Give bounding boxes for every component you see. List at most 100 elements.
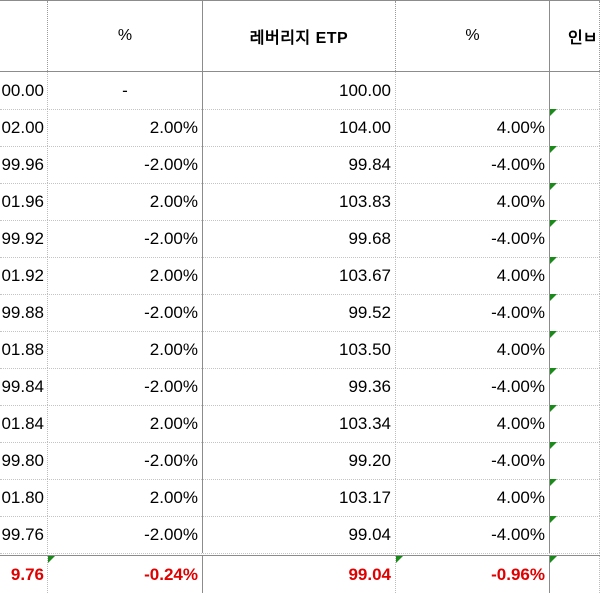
table-cell-col2[interactable]: 2.00% <box>48 405 203 442</box>
table-row: 99.80 -2.00% 99.20 -4.00% <box>0 442 600 480</box>
table-cell-col1[interactable]: 01.92 <box>0 257 48 294</box>
total-cell-4[interactable]: -0.96% <box>396 556 550 593</box>
cell-value: 01.92 <box>1 265 44 285</box>
cell-value: -4.00% <box>491 154 545 174</box>
table-cell-col1[interactable]: 02.00 <box>0 109 48 146</box>
table-cell-col3[interactable]: 99.04 <box>203 516 396 553</box>
cell-value: 2.00% <box>149 117 198 137</box>
cell-value: 99.04 <box>348 524 391 544</box>
table-cell-col5[interactable] <box>550 405 600 442</box>
table-cell-col1[interactable]: 99.88 <box>0 294 48 331</box>
cell-value: 4.00% <box>496 339 545 359</box>
table-cell-col4[interactable]: -4.00% <box>396 368 550 405</box>
total-cell-5[interactable] <box>550 556 600 593</box>
table-cell-col2[interactable]: - <box>48 72 203 109</box>
table-cell-col3[interactable]: 104.00 <box>203 109 396 146</box>
table-cell-col5[interactable] <box>550 220 600 257</box>
table-cell-col3[interactable]: 100.00 <box>203 72 396 109</box>
table-cell-col4[interactable]: 4.00% <box>396 405 550 442</box>
table-cell-col5[interactable] <box>550 331 600 368</box>
table-cell-col5[interactable] <box>550 183 600 220</box>
header-cell-inverse[interactable]: 인ㅂ <box>550 1 600 71</box>
table-cell-col5[interactable] <box>550 442 600 479</box>
table-cell-col1[interactable]: 00.00 <box>0 72 48 109</box>
table-cell-col3[interactable]: 103.17 <box>203 479 396 516</box>
cell-value: -4.00% <box>491 450 545 470</box>
cell-value: 103.83 <box>339 191 391 211</box>
table-cell-col1[interactable]: 99.84 <box>0 368 48 405</box>
table-cell-col1[interactable]: 01.80 <box>0 479 48 516</box>
table-cell-col5[interactable] <box>550 368 600 405</box>
total-cell-3[interactable]: 99.04 <box>203 556 396 593</box>
cell-value: 99.52 <box>348 302 391 322</box>
cell-value: -2.00% <box>144 154 198 174</box>
table-cell-col1[interactable]: 99.96 <box>0 146 48 183</box>
table-cell-col4[interactable]: -4.00% <box>396 516 550 553</box>
table-cell-col5[interactable] <box>550 146 600 183</box>
table-cell-col4[interactable]: 4.00% <box>396 109 550 146</box>
comment-indicator-icon <box>550 479 557 486</box>
header-cell-1[interactable] <box>0 1 48 71</box>
table-cell-col4[interactable]: 4.00% <box>396 257 550 294</box>
table-cell-col5[interactable] <box>550 109 600 146</box>
comment-indicator-icon <box>550 183 557 190</box>
cell-value: 4.00% <box>496 191 545 211</box>
cell-value: -2.00% <box>144 376 198 396</box>
table-cell-col2[interactable]: 2.00% <box>48 331 203 368</box>
table-cell-col3[interactable]: 99.84 <box>203 146 396 183</box>
table-cell-col2[interactable]: -2.00% <box>48 442 203 479</box>
table-cell-col5[interactable] <box>550 72 600 109</box>
cell-value: 99.84 <box>348 154 391 174</box>
total-cell-2[interactable]: -0.24% <box>48 556 203 593</box>
table-cell-col2[interactable]: 2.00% <box>48 479 203 516</box>
table-cell-col3[interactable]: 99.68 <box>203 220 396 257</box>
table-cell-col3[interactable]: 103.67 <box>203 257 396 294</box>
table-cell-col4[interactable]: -4.00% <box>396 442 550 479</box>
cell-value: 99.96 <box>1 154 44 174</box>
header-cell-percent-1[interactable]: % <box>48 1 203 71</box>
table-row: 01.92 2.00% 103.67 4.00% <box>0 257 600 295</box>
header-cell-leverage-etp[interactable]: 레버리지 ETP <box>203 1 396 71</box>
table-cell-col5[interactable] <box>550 516 600 553</box>
table-cell-col1[interactable]: 01.96 <box>0 183 48 220</box>
table-cell-col5[interactable] <box>550 257 600 294</box>
table-cell-col2[interactable]: -2.00% <box>48 294 203 331</box>
table-row: 99.76 -2.00% 99.04 -4.00% <box>0 516 600 554</box>
table-cell-col3[interactable]: 99.36 <box>203 368 396 405</box>
table-cell-col2[interactable]: -2.00% <box>48 368 203 405</box>
header-cell-percent-2[interactable]: % <box>396 1 550 71</box>
table-cell-col4[interactable]: -4.00% <box>396 146 550 183</box>
table-cell-col1[interactable]: 99.76 <box>0 516 48 553</box>
table-cell-col3[interactable]: 103.83 <box>203 183 396 220</box>
cell-value: -4.00% <box>491 524 545 544</box>
table-cell-col5[interactable] <box>550 479 600 516</box>
table-cell-col4[interactable]: 4.00% <box>396 331 550 368</box>
cell-value: 4.00% <box>496 413 545 433</box>
table-cell-col1[interactable]: 01.84 <box>0 405 48 442</box>
table-cell-col3[interactable]: 99.52 <box>203 294 396 331</box>
table-cell-col4[interactable]: -4.00% <box>396 294 550 331</box>
table-cell-col2[interactable]: -2.00% <box>48 516 203 553</box>
comment-indicator-icon <box>396 556 403 563</box>
table-cell-col1[interactable]: 99.80 <box>0 442 48 479</box>
cell-value: 02.00 <box>1 117 44 137</box>
table-cell-col4[interactable]: -4.00% <box>396 220 550 257</box>
comment-indicator-icon <box>550 220 557 227</box>
cell-value: 103.67 <box>339 265 391 285</box>
table-cell-col4[interactable] <box>396 72 550 109</box>
table-cell-col2[interactable]: 2.00% <box>48 109 203 146</box>
table-cell-col1[interactable]: 01.88 <box>0 331 48 368</box>
table-cell-col2[interactable]: -2.00% <box>48 146 203 183</box>
comment-indicator-icon <box>550 368 557 375</box>
table-cell-col2[interactable]: 2.00% <box>48 183 203 220</box>
table-cell-col2[interactable]: 2.00% <box>48 257 203 294</box>
table-cell-col1[interactable]: 99.92 <box>0 220 48 257</box>
total-cell-1[interactable]: 9.76 <box>0 556 48 593</box>
table-cell-col4[interactable]: 4.00% <box>396 479 550 516</box>
table-cell-col3[interactable]: 103.50 <box>203 331 396 368</box>
table-cell-col3[interactable]: 99.20 <box>203 442 396 479</box>
table-cell-col3[interactable]: 103.34 <box>203 405 396 442</box>
table-cell-col4[interactable]: 4.00% <box>396 183 550 220</box>
table-cell-col2[interactable]: -2.00% <box>48 220 203 257</box>
table-cell-col5[interactable] <box>550 294 600 331</box>
